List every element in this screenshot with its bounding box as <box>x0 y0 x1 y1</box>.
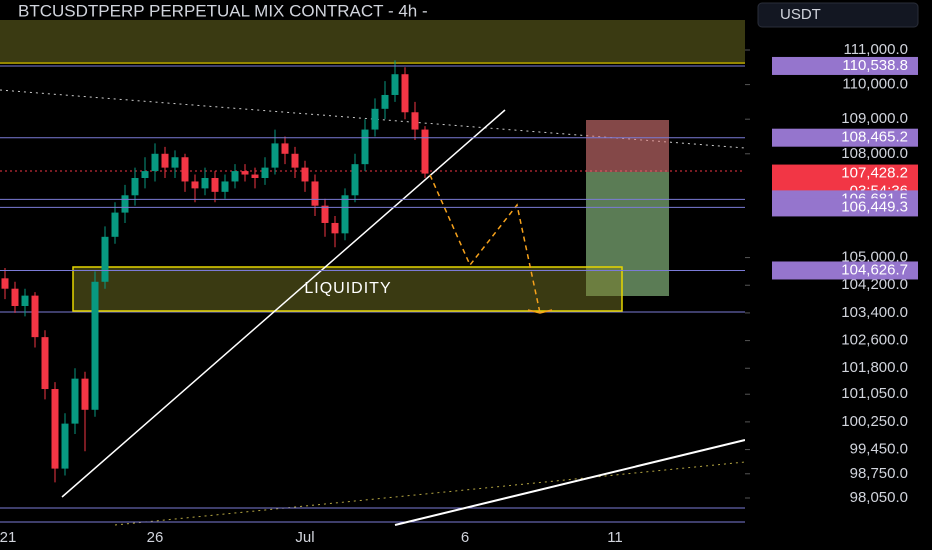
candle-body <box>111 212 119 237</box>
price-tick-label: 110,000.0 <box>842 76 908 93</box>
candle-body <box>41 337 49 390</box>
candles <box>1 60 429 483</box>
candle-body <box>241 171 249 175</box>
projection-arrow <box>527 309 553 314</box>
candle-body <box>261 167 269 178</box>
candle-body <box>1 278 9 289</box>
time-axis: 21 26 Jul 6 11 <box>0 529 623 546</box>
chart-title: BTCUSDTPERP PERPETUAL MIX CONTRACT - 4h … <box>18 1 428 20</box>
liquidity-zone <box>72 266 623 312</box>
time-label: Jul <box>295 529 314 546</box>
price-tick-label: 101,800.0 <box>841 359 908 376</box>
candle-body <box>391 74 399 95</box>
time-label: 26 <box>147 529 164 546</box>
candle-body <box>81 378 89 410</box>
candle-body <box>341 195 349 234</box>
stop-zone <box>586 120 669 172</box>
price-tags: 110,538.8108,465.2107,428.203:54:36106,6… <box>0 57 918 280</box>
price-tick-label: 111,000.0 <box>843 41 908 58</box>
candle-body <box>151 153 159 172</box>
currency-button[interactable] <box>757 2 919 28</box>
candle-body <box>201 178 209 189</box>
candle-body <box>361 129 369 165</box>
candle-body <box>321 205 329 223</box>
candle-body <box>221 181 229 192</box>
price-tick-label: 105,000.0 <box>841 249 908 266</box>
price-tick-label: 102,600.0 <box>841 332 908 349</box>
trendline <box>394 439 746 526</box>
price-tag <box>772 56 918 75</box>
liquidity-label: LIQUIDITY <box>304 280 391 297</box>
candle-body <box>181 157 189 182</box>
candle-body <box>331 222 339 234</box>
currency: USDT <box>780 6 821 23</box>
price-tag <box>772 198 918 217</box>
price-tag-label: 107,428.2 <box>841 165 908 182</box>
trendline <box>61 109 506 498</box>
projection-path <box>429 174 541 314</box>
price-tick-label: 104,200.0 <box>841 276 908 293</box>
candle-body <box>61 423 69 469</box>
price-tick-label: 98,750.0 <box>850 465 908 482</box>
candle-body <box>131 178 139 196</box>
target-zone <box>586 172 669 296</box>
candle-body <box>401 74 409 113</box>
candle-body <box>281 143 289 154</box>
price-tag-label: 110,538.8 <box>842 57 908 74</box>
candle-body <box>291 153 299 168</box>
candle-body <box>311 181 319 206</box>
candle-body <box>51 389 59 469</box>
candle-body <box>371 108 379 130</box>
price-tick-label: 100,250.0 <box>841 413 908 430</box>
price-tick-label: 103,400.0 <box>841 304 908 321</box>
price-tag-label: 104,626.7 <box>841 261 908 278</box>
candle-body <box>141 171 149 178</box>
candle-body <box>21 295 29 306</box>
price-ticks: 111,000.0 110,000.0 109,000.0 108,000.0 105,… <box>745 41 908 506</box>
price-tag-label: 106,449.3 <box>841 198 908 215</box>
candle-body <box>381 94 389 109</box>
time-label: 11 <box>607 529 623 546</box>
candle-body <box>421 129 429 174</box>
time-label: 6 <box>461 529 469 546</box>
candle-body <box>271 143 279 168</box>
top-zone <box>0 20 745 62</box>
candle-body <box>191 181 199 189</box>
candle-body <box>171 157 179 168</box>
candle-body <box>31 295 39 338</box>
candle-body <box>301 167 309 182</box>
candle-body <box>11 288 19 306</box>
time-label: 21 <box>0 529 16 546</box>
candle-body <box>351 164 359 196</box>
candle-body <box>231 171 239 182</box>
candle-body <box>211 178 219 192</box>
price-tick-label: 101,050.0 <box>841 385 908 402</box>
price-tag <box>772 261 918 280</box>
price-tag <box>772 128 918 147</box>
candle-body <box>161 153 169 168</box>
candle-body <box>121 195 129 213</box>
candle-body <box>101 236 109 282</box>
price-tick-label: 98,050.0 <box>850 489 908 506</box>
candle-body <box>251 174 259 178</box>
price-tag-label: 108,465.2 <box>841 129 908 146</box>
candle-body <box>71 378 79 424</box>
price-tick-label: 108,000.0 <box>841 145 908 162</box>
price-tick-label: 109,000.0 <box>841 110 908 127</box>
price-tick-label: 99,450.0 <box>850 441 908 458</box>
candle-body <box>91 281 99 410</box>
candle-body <box>411 112 419 130</box>
